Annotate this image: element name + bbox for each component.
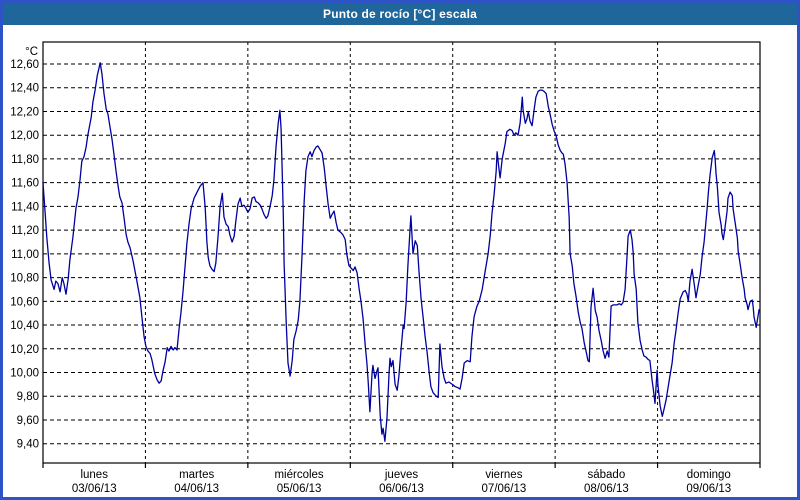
- day-name-label: martes: [179, 469, 214, 481]
- day-date-label: 04/06/13: [174, 483, 219, 495]
- day-date-label: 05/06/13: [277, 483, 322, 495]
- y-unit-label: °C: [25, 46, 38, 58]
- y-tick-label: 9,60: [17, 415, 39, 427]
- day-name-label: sábado: [587, 469, 625, 481]
- y-tick-label: 10,60: [10, 296, 39, 308]
- day-name-label: viernes: [485, 469, 522, 481]
- y-tick-label: 10,80: [10, 273, 39, 285]
- y-tick-label: 12,00: [10, 130, 39, 142]
- y-tick-label: 9,80: [17, 391, 39, 403]
- y-tick-label: 9,40: [17, 439, 39, 451]
- y-tick-label: 11,40: [11, 201, 39, 213]
- day-name-label: jueves: [384, 469, 418, 481]
- y-axis-labels: 12,60 12,40 12,20 12,00 11,80 11,60 11,40 11,20…: [10, 46, 39, 451]
- x-axis-labels: lunes 03/06/13 martes 04/06/13 miércoles 05/0…: [72, 469, 731, 495]
- y-tick-label: 11,80: [11, 154, 39, 166]
- y-tick-label: 12,60: [10, 59, 39, 71]
- day-date-label: 03/06/13: [72, 483, 117, 495]
- x-axis-ticks: [42, 463, 761, 468]
- day-date-label: 06/06/13: [379, 483, 424, 495]
- day-name-label: miércoles: [274, 469, 323, 481]
- y-tick-label: 11,20: [11, 225, 39, 237]
- day-date-label: 07/06/13: [482, 483, 527, 495]
- day-date-label: 09/06/13: [686, 483, 731, 495]
- plot-border: [42, 41, 761, 464]
- dewpoint-line-chart: 12,60 12,40 12,20 12,00 11,80 11,60 11,40 11,20…: [10, 41, 761, 495]
- y-tick-label: 11,00: [11, 249, 39, 261]
- v-gridlines: [144, 42, 659, 463]
- day-name-label: domingo: [687, 469, 731, 481]
- chart-title-bar: Punto de rocío [°C] escala: [3, 3, 797, 25]
- y-tick-label: 12,20: [10, 106, 39, 118]
- chart-title: Punto de rocío [°C] escala: [322, 7, 478, 21]
- y-tick-label: 11,60: [11, 178, 39, 190]
- y-tick-label: 10,00: [10, 368, 39, 380]
- y-tick-label: 10,20: [10, 344, 39, 356]
- day-date-label: 08/06/13: [584, 483, 629, 495]
- day-name-label: lunes: [80, 469, 108, 481]
- y-tick-label: 12,40: [10, 83, 39, 95]
- dewpoint-series-line: [42, 62, 760, 442]
- y-tick-label: 10,40: [10, 320, 39, 332]
